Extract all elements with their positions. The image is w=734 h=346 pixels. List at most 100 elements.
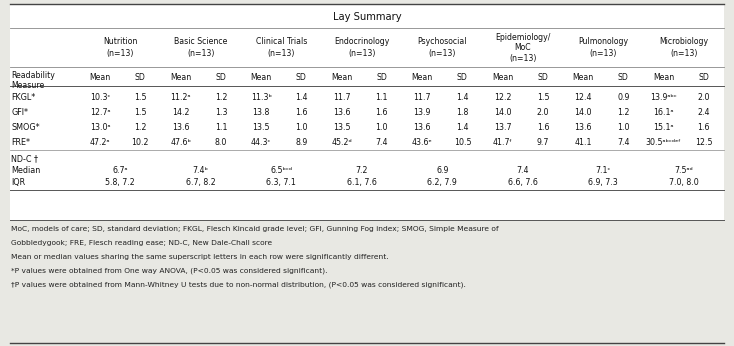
Text: Mean or median values sharing the same superscript letters in each row were sign: Mean or median values sharing the same s… [11,254,388,260]
Text: 6.5ᵇᶜᵈ: 6.5ᵇᶜᵈ [270,166,292,175]
Text: Microbiology: Microbiology [659,37,708,46]
Text: (n=13): (n=13) [509,54,537,63]
Text: 6.1, 7.6: 6.1, 7.6 [346,178,377,187]
Text: Lay Summary: Lay Summary [333,12,401,22]
Text: 11.2ᵃ: 11.2ᵃ [170,93,191,102]
Text: 14.0: 14.0 [494,108,512,117]
Text: SD: SD [296,73,307,82]
Text: 1.5: 1.5 [134,93,147,102]
Text: 1.4: 1.4 [456,123,468,132]
Text: 6.9: 6.9 [436,166,448,175]
Text: Mean: Mean [170,73,192,82]
Text: 10.5: 10.5 [454,138,471,147]
Text: 47.2ᵃ: 47.2ᵃ [90,138,110,147]
Text: 1.6: 1.6 [697,123,710,132]
Text: 12.2: 12.2 [494,93,512,102]
Text: (n=13): (n=13) [268,49,295,58]
Text: ND-C †: ND-C † [11,154,38,163]
Text: 43.6ᵉ: 43.6ᵉ [412,138,432,147]
Text: Mean: Mean [573,73,594,82]
Text: GFI*: GFI* [11,108,28,117]
Text: 16.1ᵃ: 16.1ᵃ [653,108,674,117]
Text: 13.9ᵃᵇᶜ: 13.9ᵃᵇᶜ [650,93,677,102]
Text: 12.4: 12.4 [575,93,592,102]
Text: (n=13): (n=13) [187,49,214,58]
Text: Epidemiology/: Epidemiology/ [495,33,550,42]
Text: Mean: Mean [331,73,352,82]
Text: Basic Science: Basic Science [174,37,228,46]
Text: 14.0: 14.0 [575,108,592,117]
Text: 2.0: 2.0 [697,93,710,102]
Text: FKGL*: FKGL* [11,93,35,102]
Text: Readability: Readability [11,71,55,80]
Text: 11.3ᵇ: 11.3ᵇ [250,93,272,102]
Text: (n=13): (n=13) [106,49,134,58]
Text: 10.2: 10.2 [131,138,149,147]
Text: FRE*: FRE* [11,138,30,147]
Text: Mean: Mean [250,73,272,82]
Text: Measure: Measure [11,81,44,90]
Text: SD: SD [699,73,709,82]
Text: 6.6, 7.6: 6.6, 7.6 [508,178,538,187]
Text: SD: SD [618,73,629,82]
Text: 1.2: 1.2 [617,108,630,117]
Text: 7.4ᵇ: 7.4ᵇ [193,166,208,175]
Text: 1.2: 1.2 [134,123,147,132]
Text: 7.2: 7.2 [355,166,368,175]
Text: 12.5: 12.5 [695,138,713,147]
Text: 7.4: 7.4 [376,138,388,147]
Text: 1.4: 1.4 [295,93,308,102]
Text: 13.9: 13.9 [413,108,431,117]
Text: (n=13): (n=13) [348,49,375,58]
Text: Gobbledygook; FRE, Flesch reading ease; ND-C, New Dale-Chall score: Gobbledygook; FRE, Flesch reading ease; … [11,240,272,246]
Text: (n=13): (n=13) [670,49,697,58]
Text: 8.9: 8.9 [295,138,308,147]
Text: 12.7ᵃ: 12.7ᵃ [90,108,110,117]
Text: SD: SD [216,73,226,82]
Text: 41.1: 41.1 [575,138,592,147]
Text: *P values were obtained from One way ANOVA, (P<0.05 was considered significant).: *P values were obtained from One way ANO… [11,268,327,274]
Text: Clinical Trials: Clinical Trials [255,37,307,46]
Text: 1.5: 1.5 [537,93,549,102]
Text: 1.1: 1.1 [214,123,227,132]
Text: 6.7, 8.2: 6.7, 8.2 [186,178,216,187]
Text: 1.3: 1.3 [214,108,227,117]
Text: 1.5: 1.5 [134,108,147,117]
Text: SMOG*: SMOG* [11,123,40,132]
Text: 1.2: 1.2 [214,93,227,102]
Text: 11.7: 11.7 [333,93,350,102]
Text: SD: SD [377,73,388,82]
Text: Mean: Mean [412,73,433,82]
Text: 7.4: 7.4 [517,166,529,175]
Text: 13.6: 13.6 [413,123,431,132]
Text: 7.4: 7.4 [617,138,630,147]
Text: 6.3, 7.1: 6.3, 7.1 [266,178,297,187]
Text: 13.6: 13.6 [172,123,189,132]
Text: (n=13): (n=13) [429,49,456,58]
Text: 13.7: 13.7 [494,123,512,132]
Text: 7.5ᵃᵈ: 7.5ᵃᵈ [675,166,693,175]
Text: †P values were obtained from Mann-Whitney U tests due to non-normal distribution: †P values were obtained from Mann-Whitne… [11,281,466,288]
Text: 1.6: 1.6 [295,108,308,117]
Text: 6.7ᵃ: 6.7ᵃ [112,166,128,175]
Text: MoC, models of care; SD, standard deviation; FKGL, Flesch Kincaid grade level; G: MoC, models of care; SD, standard deviat… [11,227,498,233]
Text: 47.6ᵇ: 47.6ᵇ [170,138,191,147]
Text: 44.3ᶜ: 44.3ᶜ [251,138,272,147]
Text: 14.2: 14.2 [172,108,189,117]
Text: 30.5ᵃᵇᶜᵈᵉᶠ: 30.5ᵃᵇᶜᵈᵉᶠ [646,138,681,147]
Text: Pulmonology: Pulmonology [578,37,628,46]
Text: Mean: Mean [653,73,675,82]
Text: 13.5: 13.5 [333,123,350,132]
Text: (n=13): (n=13) [589,49,617,58]
Text: 1.0: 1.0 [295,123,308,132]
Text: MoC: MoC [515,43,531,52]
Text: IQR: IQR [11,178,25,187]
Text: 10.3ᶜ: 10.3ᶜ [90,93,110,102]
Text: 1.0: 1.0 [376,123,388,132]
Text: SD: SD [457,73,468,82]
Text: 13.8: 13.8 [252,108,270,117]
Text: Mean: Mean [90,73,111,82]
Text: 2.4: 2.4 [697,108,710,117]
Text: Nutrition: Nutrition [103,37,137,46]
Text: 1.1: 1.1 [376,93,388,102]
